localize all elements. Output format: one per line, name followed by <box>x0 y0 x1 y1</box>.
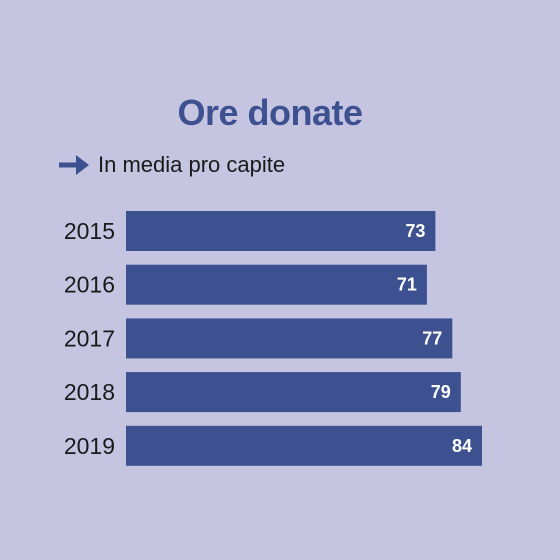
bar-2015 <box>126 211 436 251</box>
bar-2016 <box>126 264 427 305</box>
arrow-right-icon <box>59 155 89 175</box>
category-label-2019: 2019 <box>64 433 115 459</box>
bar-2017 <box>126 318 453 359</box>
value-label-2015: 73 <box>405 221 425 241</box>
value-label-2019: 84 <box>452 436 472 456</box>
legend-label: In media pro capite <box>98 152 286 177</box>
bar-2019 <box>126 425 482 466</box>
category-label-2015: 2015 <box>64 218 115 244</box>
value-label-2017: 77 <box>422 328 442 348</box>
category-label-2017: 2017 <box>64 325 115 351</box>
chart-title: Ore donate <box>177 92 363 133</box>
bar-2018 <box>126 372 461 413</box>
category-label-2016: 2016 <box>64 272 115 298</box>
value-label-2018: 79 <box>431 382 451 402</box>
category-label-2018: 2018 <box>64 379 115 405</box>
value-label-2016: 71 <box>397 275 417 295</box>
legend: In media pro capite <box>59 152 285 178</box>
